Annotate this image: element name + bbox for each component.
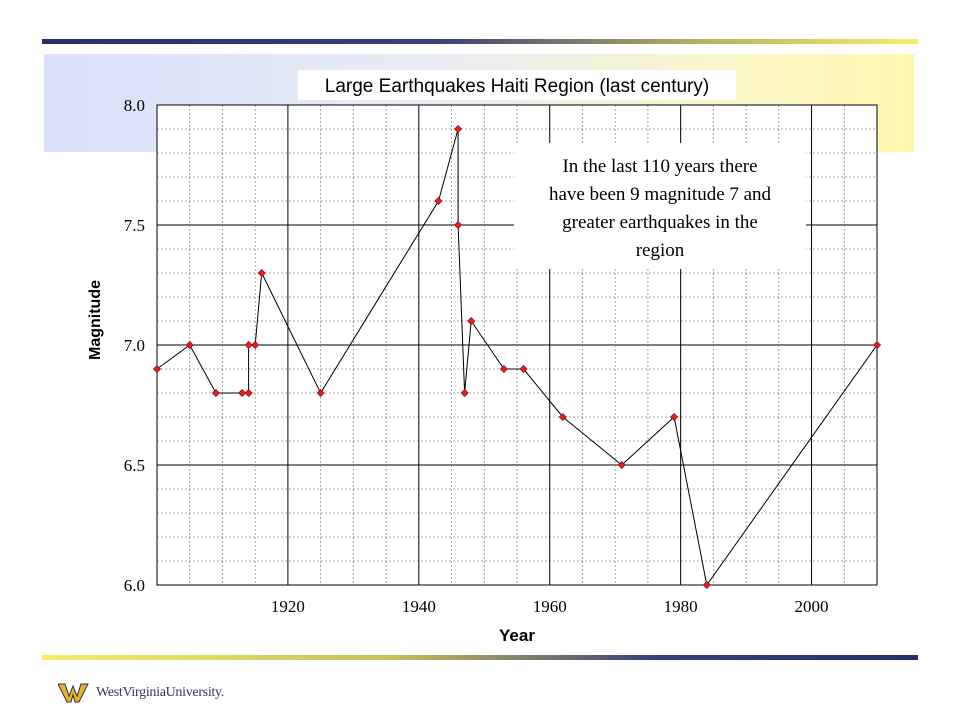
data-point-marker	[558, 412, 567, 422]
annotation-line: region	[636, 240, 685, 261]
data-point-marker	[211, 388, 220, 398]
x-tick-label: 1960	[533, 597, 567, 616]
data-point-marker	[467, 316, 476, 326]
data-point-marker	[617, 460, 626, 470]
x-axis-label: Year	[499, 626, 535, 645]
data-point-marker	[460, 388, 469, 398]
annotation-line: greater earthquakes in the	[562, 212, 758, 233]
x-tick-label: 2000	[795, 597, 829, 616]
university-name: WestVirginiaUniversity.	[96, 685, 225, 700]
data-point-marker	[152, 364, 162, 374]
data-point-marker	[238, 388, 247, 398]
x-tick-label: 1920	[271, 597, 305, 616]
data-point-marker	[316, 388, 325, 398]
y-tick-label: 6.0	[124, 576, 145, 595]
y-tick-label: 6.5	[124, 456, 145, 475]
data-point-marker	[499, 364, 508, 374]
chart-title: Large Earthquakes Haiti Region (last cen…	[325, 76, 709, 97]
data-point-marker	[251, 340, 260, 350]
data-point-marker	[872, 340, 882, 350]
annotation-box	[514, 143, 806, 269]
x-tick-label: 1980	[664, 597, 698, 616]
data-point-marker	[244, 340, 253, 350]
title-box	[298, 70, 736, 100]
y-tick-label: 8.0	[124, 96, 145, 115]
data-point-marker	[244, 388, 253, 398]
data-point-marker	[454, 220, 463, 230]
data-point-marker	[519, 364, 528, 374]
y-tick-labels: 6.0 6.5 7.0 7.5 8.0	[124, 96, 145, 595]
data-point-marker	[670, 412, 679, 422]
university-logo: WestVirginiaUniversity.	[58, 680, 224, 706]
annotation-line: In the last 110 years there	[562, 156, 757, 177]
data-point-marker	[257, 268, 266, 278]
data-point-marker	[454, 124, 463, 134]
data-point-marker	[434, 196, 443, 206]
top-accent-bar	[42, 39, 918, 44]
y-axis-label: Magnitude	[87, 280, 104, 360]
wv-logo-icon	[58, 683, 89, 703]
bottom-accent-bar	[42, 655, 918, 660]
data-point-marker	[702, 580, 711, 590]
annotation-line: have been 9 magnitude 7 and	[549, 184, 772, 205]
y-tick-label: 7.0	[124, 336, 145, 355]
data-markers	[152, 124, 882, 590]
y-tick-label: 7.5	[124, 216, 145, 235]
data-point-marker	[185, 340, 194, 350]
x-tick-labels: 1920 1940 1960 1980 2000	[271, 597, 829, 616]
x-tick-label: 1940	[402, 597, 436, 616]
annotation-text: In the last 110 years there have been 9 m…	[549, 156, 772, 261]
